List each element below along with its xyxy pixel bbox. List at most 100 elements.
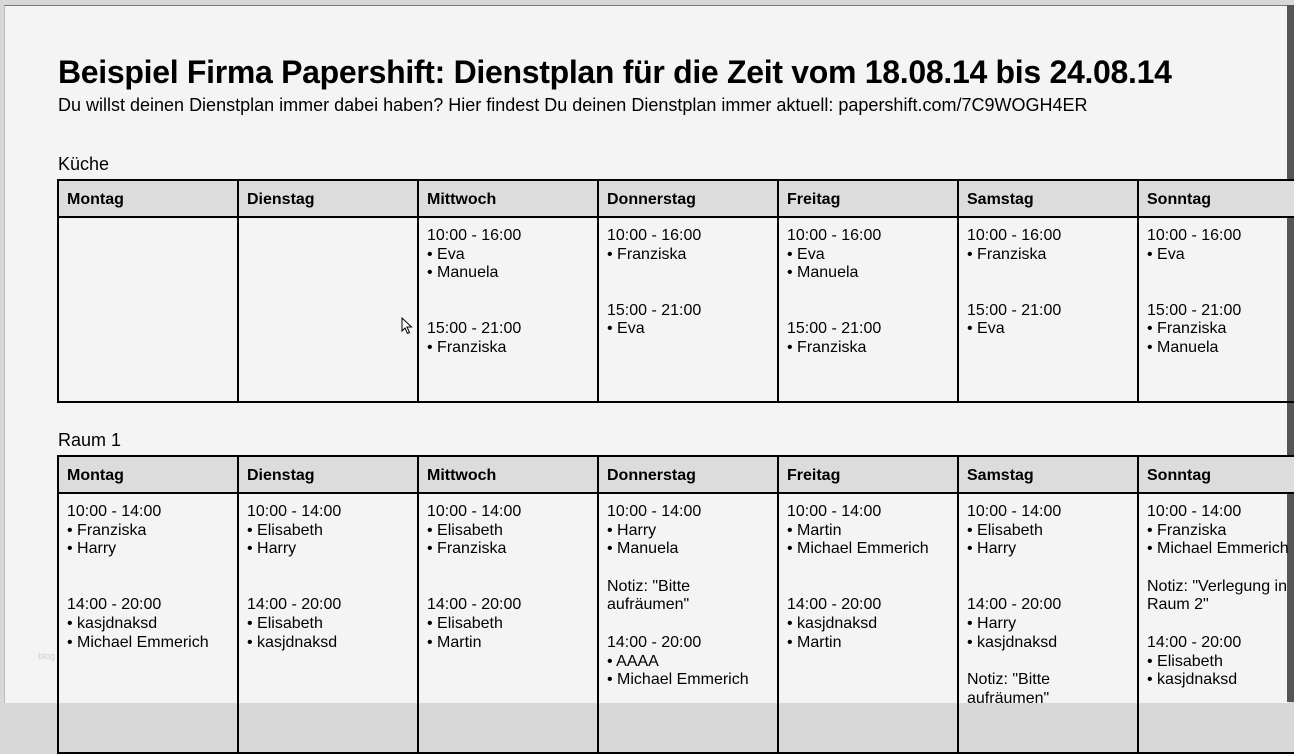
- day-header-mittwoch: Mittwoch: [417, 179, 599, 218]
- employee-name: • Manuela: [607, 540, 679, 558]
- shift-time: 10:00 - 14:00: [607, 503, 702, 520]
- day-header-samstag: Samstag: [957, 455, 1139, 494]
- day-header-mittwoch: Mittwoch: [417, 455, 599, 494]
- spacer: [607, 264, 769, 283]
- employee-name: • Elisabeth: [967, 521, 1043, 539]
- employee-name: • Manuela: [787, 264, 859, 282]
- day-cell-dienstag: 10:00 - 14:00 • Elisabeth • Harry 14:00 - 2…: [237, 492, 419, 754]
- shift-time: 10:00 - 14:00: [67, 503, 162, 520]
- shift-note: Raum 2": [1147, 596, 1209, 614]
- day-header-donnerstag: Donnerstag: [597, 455, 779, 494]
- shift-time: 10:00 - 16:00: [1147, 227, 1242, 244]
- employee-name: • Franziska: [427, 540, 507, 558]
- day-cell-sonntag: 10:00 - 16:00 • Eva 15:00 - 21:00 • Franzis…: [1137, 216, 1294, 403]
- day-cell-freitag: 10:00 - 14:00 • Martin • Michael Emmerich 1…: [777, 492, 959, 754]
- spacer: [1147, 264, 1294, 283]
- shift-time: 14:00 - 20:00: [427, 596, 522, 614]
- mouse-cursor-icon: [401, 317, 413, 335]
- spacer: [247, 578, 409, 597]
- shift-time: 15:00 - 21:00: [1147, 301, 1242, 319]
- spacer: [1147, 559, 1294, 578]
- employee-name: • Elisabeth: [247, 615, 323, 633]
- shift-time: 15:00 - 21:00: [967, 301, 1062, 319]
- employee-name: • kasjdnaksd: [247, 633, 338, 651]
- day-header-sonntag: Sonntag: [1137, 455, 1294, 494]
- spacer: [967, 559, 1129, 578]
- shift-time: 10:00 - 16:00: [967, 227, 1062, 244]
- spacer: [427, 283, 589, 302]
- employee-name: • Elisabeth: [1147, 652, 1223, 670]
- employee-name: • Franziska: [787, 339, 867, 357]
- employee-name: • Eva: [427, 245, 465, 263]
- employee-name: • Franziska: [427, 339, 507, 357]
- employee-name: • Elisabeth: [427, 615, 503, 633]
- spacer: [967, 653, 1129, 672]
- spacer: [787, 283, 949, 302]
- spacer: [1147, 283, 1294, 302]
- employee-name: • Eva: [607, 320, 645, 338]
- employee-name: • Michael Emmerich: [67, 633, 209, 651]
- day-cell-donnerstag: 10:00 - 14:00 • Harry • Manuela Notiz: "Bit…: [597, 492, 779, 754]
- employee-name: • Franziska: [67, 521, 147, 539]
- spacer: [607, 283, 769, 302]
- shift-time: 14:00 - 20:00: [247, 596, 342, 614]
- employee-name: • Harry: [967, 540, 1017, 558]
- shift-time: 14:00 - 20:00: [1147, 633, 1242, 651]
- employee-name: • kasjdnaksd: [1147, 671, 1238, 689]
- schedule-table-kueche: Montag Dienstag Mittwoch Donnerstag Freitag S…: [57, 179, 1294, 403]
- day-header-montag: Montag: [57, 179, 239, 218]
- spacer: [967, 283, 1129, 302]
- employee-name: • Franziska: [1147, 320, 1227, 338]
- spacer: [1147, 615, 1294, 634]
- shift-time: 10:00 - 16:00: [427, 227, 522, 244]
- day-header-freitag: Freitag: [777, 455, 959, 494]
- spacer: [67, 559, 229, 578]
- day-header-samstag: Samstag: [957, 179, 1139, 218]
- employee-name: • Manuela: [1147, 339, 1219, 357]
- day-header-dienstag: Dienstag: [237, 455, 419, 494]
- employee-name: • Eva: [787, 245, 825, 263]
- day-header-donnerstag: Donnerstag: [597, 179, 779, 218]
- employee-name: • Eva: [1147, 245, 1185, 263]
- employee-name: • Harry: [67, 540, 117, 558]
- shift-row: 10:00 - 14:00 • Franziska • Harry 14:00 - 2…: [57, 492, 1294, 754]
- day-header-montag: Montag: [57, 455, 239, 494]
- spacer: [967, 578, 1129, 597]
- spacer: [427, 302, 589, 321]
- watermark: blog: [38, 651, 56, 661]
- header-row: Montag Dienstag Mittwoch Donnerstag Freitag S…: [57, 455, 1294, 494]
- day-cell-mittwoch: 10:00 - 14:00 • Elisabeth • Franziska 14:00…: [417, 492, 599, 754]
- employee-name: • Martin: [787, 633, 842, 651]
- spacer: [427, 578, 589, 597]
- shift-time: 14:00 - 20:00: [607, 633, 702, 651]
- employee-name: • Eva: [967, 320, 1005, 338]
- shift-note: Notiz: "Bitte: [967, 671, 1051, 689]
- employee-name: • Manuela: [427, 264, 499, 282]
- shift-time: 14:00 - 20:00: [67, 596, 162, 614]
- page-subtitle: Du willst deinen Dienstplan immer dabei …: [58, 95, 1088, 115]
- day-cell-sonntag: 10:00 - 14:00 • Franziska • Michael Emmeri…: [1137, 492, 1294, 754]
- shift-time: 10:00 - 16:00: [607, 227, 702, 244]
- section-label-raum-1: Raum 1: [58, 430, 122, 450]
- shift-time: 10:00 - 14:00: [247, 503, 342, 520]
- day-header-dienstag: Dienstag: [237, 179, 419, 218]
- employee-name: • kasjdnaksd: [67, 615, 158, 633]
- shift-time: 10:00 - 14:00: [427, 503, 522, 520]
- section-label-kueche: Küche: [58, 154, 110, 174]
- shift-note: aufräumen": [607, 596, 690, 614]
- day-cell-montag: [57, 216, 239, 403]
- day-header-freitag: Freitag: [777, 179, 959, 218]
- employee-name: • Elisabeth: [247, 521, 323, 539]
- employee-name: • AAAA: [607, 652, 659, 670]
- spacer: [427, 559, 589, 578]
- spacer: [787, 559, 949, 578]
- spacer: [67, 578, 229, 597]
- employee-name: • Michael Emmerich: [1147, 540, 1289, 558]
- day-header-sonntag: Sonntag: [1137, 179, 1294, 218]
- day-cell-dienstag: [237, 216, 419, 403]
- day-cell-montag: 10:00 - 14:00 • Franziska • Harry 14:00 - 2…: [57, 492, 239, 754]
- employee-name: • Harry: [247, 540, 297, 558]
- shift-time: 14:00 - 20:00: [967, 596, 1062, 614]
- day-cell-freitag: 10:00 - 16:00 • Eva • Manuela 15:00 - 21:00…: [777, 216, 959, 403]
- spacer: [787, 578, 949, 597]
